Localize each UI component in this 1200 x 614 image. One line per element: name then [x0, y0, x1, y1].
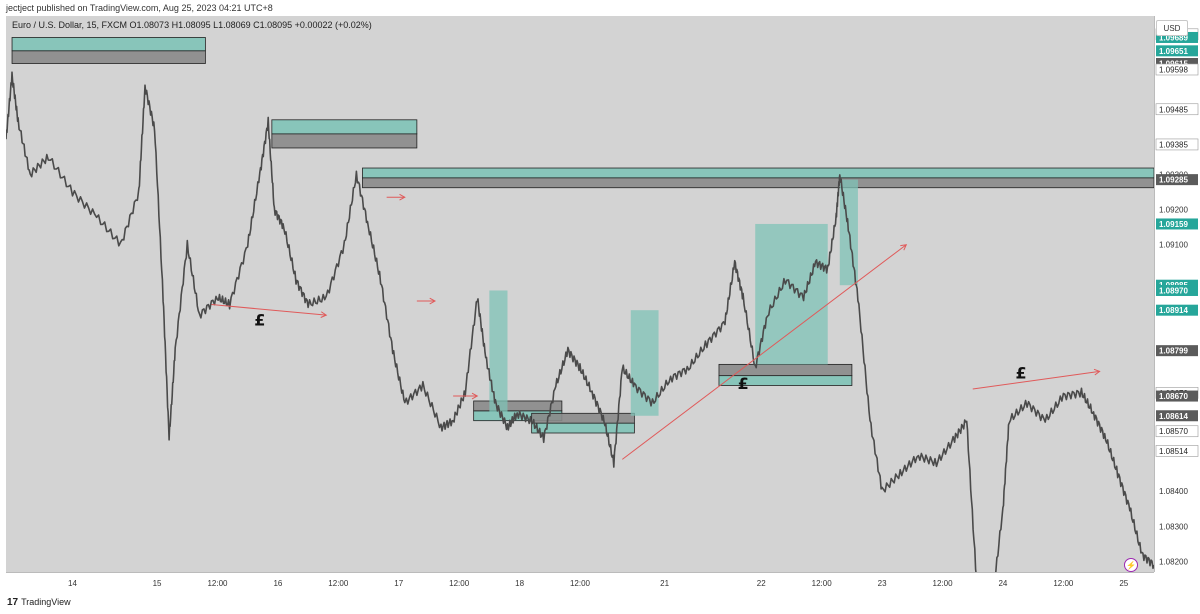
price-label-box: [1156, 345, 1198, 357]
price-label-box: [1156, 390, 1198, 402]
time-tick-label: 14: [68, 579, 77, 588]
price-label-text: 1.08514: [1159, 447, 1188, 456]
tradingview-logo[interactable]: 17 TradingView: [7, 597, 71, 608]
time-tick-label: 12:00: [207, 579, 228, 588]
time-tick-label: 17: [394, 579, 403, 588]
tv-logo-mark: 17: [7, 597, 19, 608]
trend-arrow-head: [1093, 368, 1101, 376]
pound-marker: £: [738, 374, 749, 393]
time-tick-label: 15: [153, 579, 162, 588]
price-series-line: [6, 71, 1154, 572]
price-label-box: [1156, 174, 1198, 186]
price-label-box: [1156, 410, 1198, 422]
time-tick-label: 24: [998, 579, 1007, 588]
price-label-text: 1.08570: [1159, 427, 1188, 436]
zone-rect: [271, 119, 418, 135]
time-axis[interactable]: 14 15 12:00 16 12:00 17 12:00 18 12:00 21 22 12:00 2…: [6, 572, 1154, 593]
trend-arrow-head: [900, 244, 908, 251]
zone-rect: [531, 412, 635, 424]
time-tick-label: 12:00: [812, 579, 833, 588]
zone-rect: [11, 50, 206, 64]
pound-marker: £: [1016, 363, 1027, 382]
trend-arrow-line: [972, 370, 1100, 390]
price-label-text: 1.08614: [1159, 412, 1188, 421]
zone-rect: [362, 167, 1154, 179]
time-tick-label: 12:00: [449, 579, 470, 588]
price-label-text: 1.09689: [1159, 33, 1188, 42]
price-chart[interactable]: £ £ £: [6, 16, 1154, 572]
chart-area[interactable]: £ £ £: [6, 16, 1154, 572]
price-label-text: 1.09285: [1159, 176, 1188, 185]
price-axis[interactable]: 1.093001.092001.091001.084001.083001.082…: [1154, 16, 1200, 572]
time-axis-labels: 14 15 12:00 16 12:00 17 12:00 18 12:00 21 22 12:00 2…: [68, 579, 1129, 588]
trend-arrow-head: [399, 193, 406, 201]
time-tick-label: 21: [660, 579, 669, 588]
price-label-box: [1155, 63, 1199, 76]
price-label-text: 1.09385: [1159, 140, 1188, 149]
zone-rect: [271, 133, 418, 149]
time-tick-label: 12:00: [933, 579, 954, 588]
time-tick-label: 25: [1119, 579, 1128, 588]
trend-arrow-head: [471, 392, 479, 400]
lightning-settings-icon[interactable]: ⚡: [1124, 558, 1138, 572]
price-label-box: [1156, 58, 1198, 70]
price-label-text: 1.09598: [1159, 65, 1188, 74]
time-tick-label: 12:00: [570, 579, 591, 588]
trend-arrow-line: [621, 244, 907, 460]
price-label-text: 1.08670: [1159, 392, 1188, 401]
trend-arrow-line: [211, 304, 327, 316]
price-label-box: [1155, 103, 1199, 116]
symbol-legend: Euro / U.S. Dollar, 15, FXCM O1.08073 H1…: [12, 20, 372, 30]
time-tick-label: 22: [757, 579, 766, 588]
price-axis-labels: 1.093001.092001.091001.084001.083001.082…: [1155, 28, 1199, 566]
time-tick-label: 23: [878, 579, 887, 588]
price-label-box: [1155, 445, 1199, 457]
time-tick-label: 16: [273, 579, 282, 588]
price-label-text: 1.08799: [1159, 347, 1188, 356]
price-tick-label: 1.08300: [1159, 522, 1188, 531]
zone-rect: [489, 290, 508, 412]
price-label-box: [1156, 284, 1198, 296]
zone-rect: [473, 400, 563, 412]
time-tick-label: 12:00: [1053, 579, 1074, 588]
trend-arrow-head: [429, 297, 437, 305]
price-tick-label: 1.08200: [1159, 557, 1188, 566]
published-line: jectject published on TradingView.com, A…: [6, 3, 273, 13]
price-label-box: [1156, 31, 1198, 43]
zone-rect: [362, 177, 1154, 189]
price-label-box: [1156, 45, 1198, 57]
price-label-text: 1.08970: [1159, 286, 1188, 295]
price-label-text: 1.09651: [1159, 47, 1188, 56]
time-tick-label: 18: [515, 579, 524, 588]
price-label-box: [1155, 138, 1199, 151]
price-label-text: 1.09485: [1159, 105, 1188, 114]
footer: [0, 592, 1200, 614]
price-tick-label: 1.09200: [1159, 206, 1188, 215]
price-label-box: [1156, 304, 1198, 316]
price-label-box: [1156, 218, 1198, 230]
zone-rect: [11, 37, 206, 52]
price-label-box: [1155, 425, 1199, 438]
pound-marker: £: [254, 311, 265, 330]
trend-arrow-head: [320, 311, 328, 318]
price-label-text: 1.09159: [1159, 220, 1188, 229]
price-tick-label: 1.08400: [1159, 487, 1188, 496]
time-tick-label: 12:00: [328, 579, 349, 588]
zone-rect: [630, 310, 659, 416]
price-tick-label: 1.09100: [1159, 241, 1188, 250]
price-label-text: 1.08914: [1159, 306, 1188, 315]
currency-button[interactable]: USD: [1156, 20, 1188, 36]
top-bar: jectject published on TradingView.com, A…: [0, 0, 1200, 16]
tv-brand-text: TradingView: [21, 597, 71, 607]
zone-rect: [755, 223, 828, 365]
